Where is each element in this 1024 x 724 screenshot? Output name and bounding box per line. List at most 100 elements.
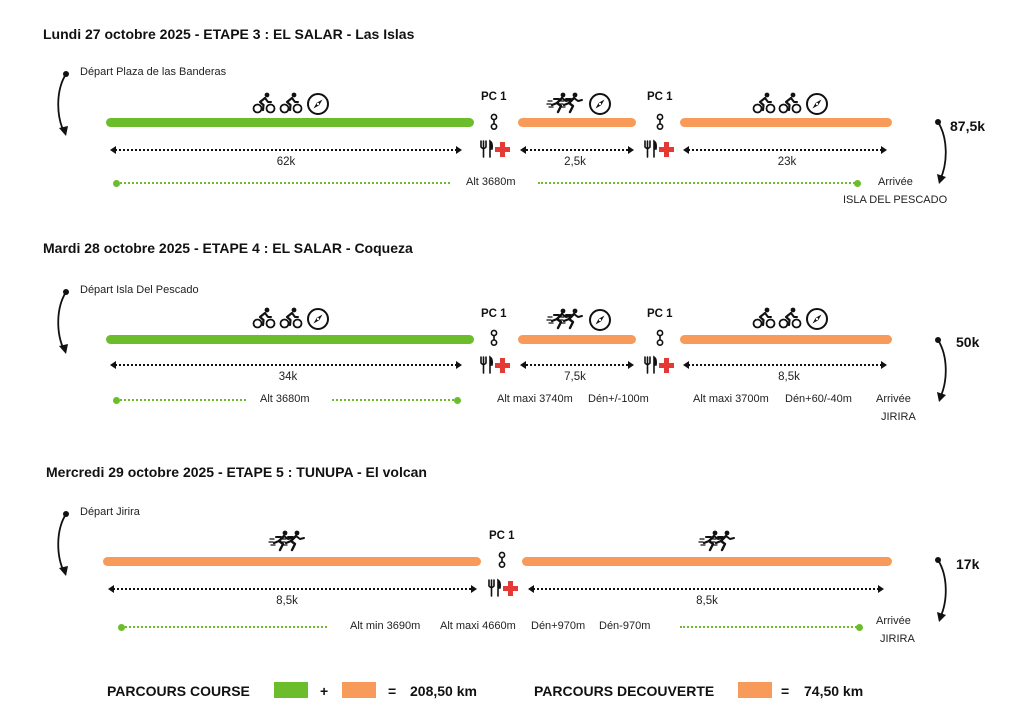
stage-4-seg1-distance: 34k (278, 371, 298, 383)
stage-4-segment-3-bar (680, 335, 892, 344)
stage-3-segment-1-bar (106, 118, 474, 127)
checkpoint-icon (489, 329, 499, 347)
stage-4-den-b: Dén+60/-40m (785, 393, 852, 405)
distance-arrow (520, 361, 634, 369)
cyclist-icon (252, 307, 276, 329)
altitude-line (680, 623, 863, 631)
cyclist-icon (778, 307, 802, 329)
distance-arrow (110, 146, 462, 154)
stage-4-pc2-label: PC 1 (647, 308, 673, 320)
checkpoint-icon (655, 329, 665, 347)
compass-icon (805, 307, 829, 331)
distance-arrow (108, 585, 477, 593)
stage-4-start: Départ Isla Del Pescado (80, 284, 199, 296)
aid-station-icon (478, 139, 512, 159)
runners-icon (697, 530, 737, 552)
start-curve-icon (54, 70, 74, 140)
legend-plus: + (320, 683, 329, 699)
stage-4-pc-label: PC 1 (481, 308, 507, 320)
aid-station-icon (478, 355, 512, 375)
distance-arrow (110, 361, 462, 369)
stage-3-start: Départ Plaza de las Banderas (80, 66, 227, 78)
stage-5-arrival-place: JIRIRA (880, 633, 915, 645)
stage-3-arrival-place: ISLA DEL PESCADO (843, 194, 948, 206)
altitude-line (113, 179, 450, 187)
checkpoint-icon (497, 551, 507, 569)
aid-station-icon (642, 355, 676, 375)
compass-icon (306, 92, 330, 116)
stage-5-alt-min: Alt min 3690m (350, 620, 421, 632)
compass-icon (805, 92, 829, 116)
stage-3-pc2-label: PC 1 (647, 91, 673, 103)
altitude-line (332, 396, 461, 404)
arrival-curve-icon (932, 556, 952, 626)
stage-5-title: Mercredi 29 octobre 2025 - ETAPE 5 : TUN… (46, 464, 427, 480)
stage-3-altitude: Alt 3680m (466, 176, 516, 188)
checkpoint-icon (655, 113, 665, 131)
stage-5-pc-label: PC 1 (489, 530, 515, 542)
cyclist-icon (279, 92, 303, 114)
stage-4-seg2-distance: 7,5k (564, 371, 586, 383)
altitude-line (538, 179, 861, 187)
stage-5-arrival-label: Arrivée (876, 615, 911, 627)
compass-icon (588, 92, 612, 116)
stage-5-segment-1-bar (103, 557, 481, 566)
legend-discovery-label: PARCOURS DECOUVERTE (534, 683, 715, 699)
runners-icon (545, 92, 585, 114)
distance-arrow (520, 146, 634, 154)
altitude-line (113, 396, 246, 404)
cyclist-icon (252, 92, 276, 114)
start-curve-icon (54, 288, 74, 358)
legend-course-green-swatch (274, 682, 308, 698)
stage-4-arrival-label: Arrivée (876, 393, 911, 405)
legend-course-orange-swatch (342, 682, 376, 698)
stage-4-alt-max-a: Alt maxi 3740m (497, 393, 573, 405)
stage-3-pc-label: PC 1 (481, 91, 507, 103)
stage-5-segment-2-bar (522, 557, 892, 566)
stage-4-title: Mardi 28 octobre 2025 - ETAPE 4 : EL SAL… (43, 240, 413, 256)
legend-equals-course: = (388, 683, 397, 699)
legend-discovery-total: 74,50 km (804, 683, 864, 699)
legend-equals-discovery: = (781, 683, 790, 699)
cyclist-icon (279, 307, 303, 329)
stage-3-title: Lundi 27 octobre 2025 - ETAPE 3 : EL SAL… (43, 26, 415, 42)
legend-course-label: PARCOURS COURSE (107, 683, 250, 699)
stage-3-arrival-label: Arrivée (878, 176, 913, 188)
stage-5-seg2-distance: 8,5k (696, 595, 718, 607)
stage-3-segment-2-bar (518, 118, 636, 127)
stage-5-den-plus: Dén+970m (531, 620, 586, 632)
cyclist-icon (752, 307, 776, 329)
altitude-line (118, 623, 327, 631)
aid-station-icon (642, 139, 676, 159)
stage-3-total: 87,5k (950, 118, 986, 134)
stage-5-start: Départ Jirira (80, 506, 140, 518)
start-curve-icon (54, 510, 74, 580)
stage-4-arrival-place: JIRIRA (881, 411, 916, 423)
cyclist-icon (778, 92, 802, 114)
distance-arrow (683, 146, 887, 154)
stage-5-seg1-distance: 8,5k (276, 595, 298, 607)
distance-arrow (683, 361, 887, 369)
stage-5-alt-max: Alt maxi 4660m (440, 620, 516, 632)
stage-4-altitude: Alt 3680m (260, 393, 310, 405)
compass-icon (306, 307, 330, 331)
distance-arrow (528, 585, 884, 593)
checkpoint-icon (489, 113, 499, 131)
runners-icon (545, 308, 585, 330)
stage-4-segment-1-bar (106, 335, 474, 344)
stage-5-den-minus: Dén-970m (599, 620, 651, 632)
legend-course-total: 208,50 km (410, 683, 477, 699)
stage-4-den-a: Dén+/-100m (588, 393, 649, 405)
compass-icon (588, 308, 612, 332)
stage-3-seg3-distance: 23k (777, 156, 797, 168)
cyclist-icon (752, 92, 776, 114)
stage-3-seg2-distance: 2,5k (564, 156, 586, 168)
stage-3-segment-3-bar (680, 118, 892, 127)
stage-5-total: 17k (956, 556, 980, 572)
stage-3-seg1-distance: 62k (276, 156, 296, 168)
stage-4-total: 50k (956, 334, 980, 350)
stage-4-seg3-distance: 8,5k (778, 371, 800, 383)
aid-station-icon (486, 578, 520, 598)
stage-4-segment-2-bar (518, 335, 636, 344)
legend-discovery-orange-swatch (738, 682, 772, 698)
